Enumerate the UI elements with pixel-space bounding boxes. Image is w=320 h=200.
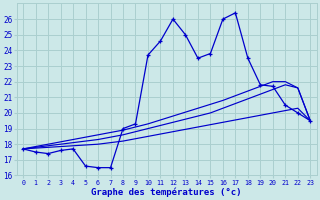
X-axis label: Graphe des températures (°c): Graphe des températures (°c) (92, 187, 242, 197)
